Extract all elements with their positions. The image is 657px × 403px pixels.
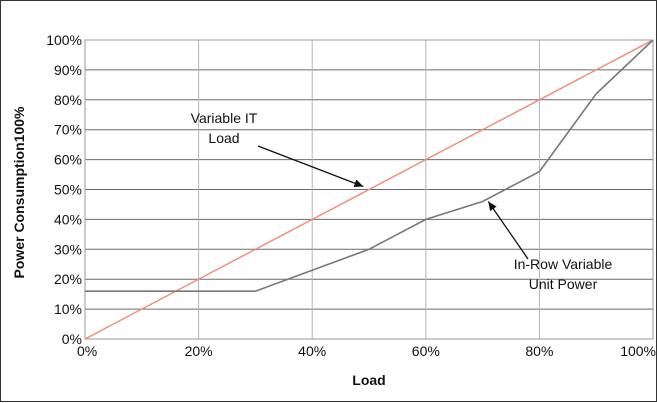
x-tick-label: 100%: [620, 343, 656, 359]
x-axis-title: Load: [352, 372, 385, 388]
annotation-arrow-2: [487, 201, 529, 260]
x-tick-label: 20%: [185, 343, 213, 359]
y-tick-label: 50%: [54, 182, 82, 198]
x-tick-label: 0%: [77, 343, 97, 359]
annotation-label-2: In-Row Variable: [514, 256, 613, 272]
y-tick-label: 90%: [54, 62, 82, 78]
annotation-arrow-1: [257, 145, 364, 188]
series-line-1: [84, 39, 654, 340]
y-tick-label: 40%: [54, 211, 82, 227]
y-tick-label: 0%: [62, 331, 82, 347]
annotation-label-1: Variable IT: [191, 110, 258, 126]
x-tick-label: 80%: [525, 343, 553, 359]
annotations: Variable IT Load In-Row Variable Unit Power: [191, 110, 613, 292]
y-tick-label: 30%: [54, 241, 82, 257]
tick-labels: 0% 10% 20% 30% 40% 50% 60% 70% 80% 90% 100% 0% 20% 40…: [46, 32, 656, 359]
y-tick-label: 60%: [54, 152, 82, 168]
series-line-2: [85, 39, 654, 292]
annotation-label-2: Unit Power: [529, 276, 598, 292]
y-tick-label: 80%: [54, 92, 82, 108]
series-layer: [84, 39, 654, 340]
x-tick-label: 60%: [412, 343, 440, 359]
y-tick-label: 20%: [54, 271, 82, 287]
y-tick-label: 100%: [46, 32, 82, 48]
x-tick-label: 40%: [298, 343, 326, 359]
y-tick-label: 10%: [54, 301, 82, 317]
y-tick-label: 70%: [54, 122, 82, 138]
annotation-label-1: Load: [208, 130, 239, 146]
y-axis-title: Power Consumption100%: [11, 106, 27, 278]
plot-area: [84, 39, 654, 340]
